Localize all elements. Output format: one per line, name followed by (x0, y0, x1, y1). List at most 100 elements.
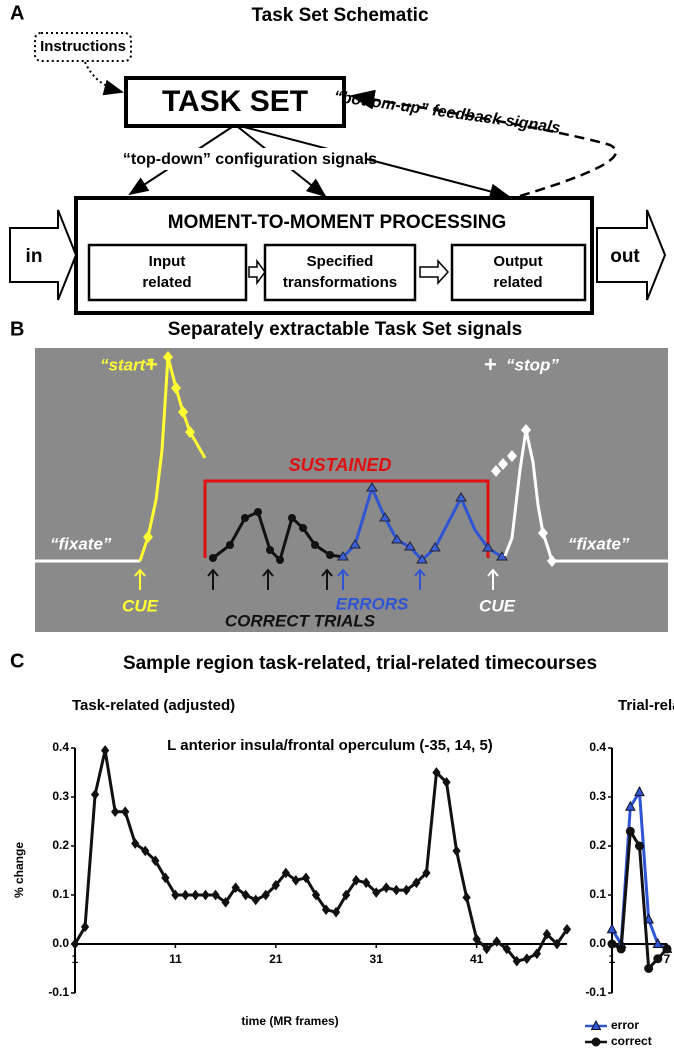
start-label: “start” (100, 355, 154, 374)
y-tick-label: 0.1 (589, 887, 606, 901)
x-tick-label: 11 (169, 952, 182, 966)
point (634, 786, 645, 797)
point (422, 867, 431, 879)
correct-trials-label: CORRECT TRIALS (225, 611, 376, 630)
stage: related (493, 274, 542, 291)
panel-title: Sample region task-related, trial-relate… (123, 653, 597, 674)
plus: + (484, 352, 497, 377)
point (141, 845, 150, 857)
feedback-arrow (349, 89, 618, 198)
x-tick-label: 1 (609, 952, 616, 966)
chart-title: Task-related (adjusted) (72, 697, 235, 714)
point (100, 745, 110, 756)
point (281, 867, 290, 879)
point (221, 897, 230, 908)
point (512, 955, 521, 967)
point (607, 939, 617, 949)
point (542, 928, 552, 940)
stage-arrow (419, 259, 450, 285)
point (625, 800, 636, 811)
x-tick-label: 31 (370, 952, 384, 966)
point (131, 838, 140, 849)
sustained-label: SUSTAINED (289, 455, 392, 475)
point (341, 889, 351, 901)
point (462, 892, 471, 903)
out-arrow (596, 209, 667, 301)
point (616, 944, 626, 954)
point (502, 943, 511, 955)
point (472, 933, 481, 945)
point (482, 943, 491, 955)
point (271, 879, 280, 891)
sustained-bracket (203, 479, 490, 558)
point (201, 889, 210, 901)
label-bg (135, 148, 365, 170)
y-tick-label: 0.0 (589, 936, 606, 950)
stop-signal (503, 429, 554, 562)
task-set: TASK SET (162, 85, 308, 118)
y-tick-label: 0.3 (52, 789, 69, 803)
point (321, 904, 331, 916)
point (552, 938, 562, 950)
y-tick-label: 0.1 (52, 887, 69, 901)
stage: Output (493, 253, 542, 270)
instructions-box (34, 32, 132, 62)
x-tick-label: 41 (470, 952, 484, 966)
point (111, 806, 120, 818)
start-signal (138, 356, 207, 562)
instructions: Instructions (40, 38, 126, 55)
point (331, 906, 341, 918)
point (452, 845, 461, 857)
panel-title: Separately extractable Task Set signals (168, 319, 523, 340)
panel-label: C (10, 650, 24, 672)
point (231, 882, 240, 893)
panel-b: B Separately extractable Task Set signal… (10, 318, 668, 632)
cue-label: CUE (122, 596, 159, 615)
arrow (243, 126, 510, 200)
x-tick-label: 7 (664, 952, 671, 966)
x-tick-label: 21 (269, 952, 283, 966)
stage: Input (149, 253, 186, 270)
schematic-bg (35, 348, 668, 632)
stage: transformations (283, 274, 397, 291)
point (70, 938, 80, 950)
point (372, 887, 381, 898)
point (562, 923, 572, 935)
out-label: out (610, 246, 640, 267)
point (653, 954, 663, 964)
panel-label: B (10, 318, 24, 340)
point (432, 767, 441, 778)
panel-title: Task Set Schematic (251, 5, 429, 26)
legend-marker (591, 1037, 601, 1047)
y-axis-label: % change (12, 842, 26, 898)
panel-c: C Sample region task-related, trial-rela… (10, 650, 674, 1028)
point (211, 889, 220, 901)
point (161, 872, 170, 884)
point (90, 789, 100, 800)
y-tick-label: 0.4 (589, 740, 606, 754)
stage: related (142, 274, 191, 291)
point (311, 889, 321, 901)
processing-box (74, 196, 594, 315)
plus: + (145, 352, 158, 377)
point (171, 889, 180, 901)
panel-a: A Task Set Schematic Instructions TASK S… (9, 2, 667, 315)
point (80, 921, 90, 933)
top-down-label: “top-down” configuration signals (123, 151, 377, 168)
point (392, 884, 401, 896)
fixate-label: “fixate” (50, 534, 112, 553)
panel-label: A (10, 2, 24, 24)
y-tick-label: 0.2 (589, 838, 606, 852)
arrow (84, 61, 124, 96)
point (644, 964, 654, 973)
in-arrow (9, 209, 78, 301)
point (492, 936, 501, 947)
y-tick-label: -0.1 (585, 985, 606, 999)
annotation: L anterior insula/frontal operculum (-35… (167, 737, 493, 754)
legend-marker (590, 1019, 602, 1030)
processing: MOMENT-TO-MOMENT PROCESSING (168, 212, 506, 233)
point (402, 884, 411, 896)
stage: Specified (307, 253, 374, 270)
stage-box (450, 243, 587, 302)
